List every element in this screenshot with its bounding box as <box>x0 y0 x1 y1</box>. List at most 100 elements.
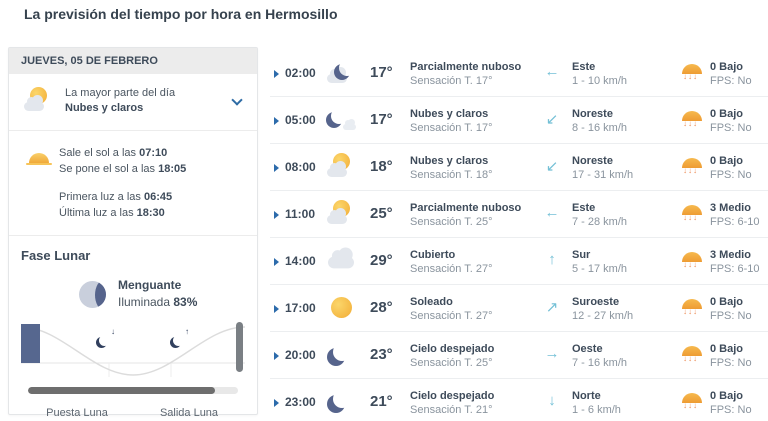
sunset-time: 18:05 <box>158 163 187 175</box>
wind-direction-arrow-icon: ↗ <box>545 299 559 316</box>
forecast-row[interactable]: 05:00 17° Nubes y claros Sensación T. 17… <box>270 97 768 144</box>
weather-condition-icon <box>324 152 358 182</box>
row-time: 08:00 <box>285 160 316 174</box>
lastlight-label: Última luz a las <box>59 207 134 219</box>
moonset-label: Puesta Luna <box>46 407 108 419</box>
day-summary-toggle[interactable]: La mayor parte del día Nubes y claros <box>9 74 257 131</box>
forecast-row[interactable]: 02:00 17° Parcialmente nuboso Sensación … <box>270 50 768 97</box>
expand-caret-icon[interactable] <box>274 258 279 266</box>
lastlight-time: 18:30 <box>136 207 165 219</box>
wind-direction-text: Norte <box>572 390 601 402</box>
uv-index-icon: ↓↓↓ <box>682 251 704 271</box>
fps-text: FPS: No <box>710 310 752 322</box>
weather-condition-icon <box>324 293 358 323</box>
chevron-down-icon[interactable] <box>231 94 243 106</box>
uv-level-text: 3 Medio <box>710 202 751 214</box>
hourly-forecast-list: 02:00 17° Parcialmente nuboso Sensación … <box>270 50 768 421</box>
fps-text: FPS: No <box>710 122 752 134</box>
forecast-row[interactable]: 20:00 23° Cielo despejado Sensación T. 2… <box>270 332 768 379</box>
uv-dome-icon <box>682 346 702 356</box>
expand-caret-icon[interactable] <box>274 70 279 78</box>
moon-scroll-handle[interactable] <box>236 322 243 372</box>
moon-progress-track[interactable] <box>28 387 238 394</box>
row-temperature: 23° <box>370 346 393 363</box>
uv-rays-icon: ↓↓↓ <box>683 401 698 410</box>
expand-caret-icon[interactable] <box>274 211 279 219</box>
row-temperature: 25° <box>370 205 393 222</box>
expand-caret-icon[interactable] <box>274 164 279 172</box>
uv-level-text: 0 Bajo <box>710 61 744 73</box>
wind-speed-text: 1 - 6 km/h <box>572 404 621 416</box>
moon-phase-info: Menguante Iluminada 83% <box>79 277 245 311</box>
fps-text: FPS: No <box>710 169 752 181</box>
forecast-row[interactable]: 14:00 29° Cubierto Sensación T. 27° ↑ Su… <box>270 238 768 285</box>
row-uv: 0 Bajo FPS: No <box>710 60 752 88</box>
forecast-row[interactable]: 08:00 18° Nubes y claros Sensación T. 18… <box>270 144 768 191</box>
expand-caret-icon[interactable] <box>274 352 279 360</box>
sunrise-time: 07:10 <box>139 147 168 159</box>
row-time: 05:00 <box>285 113 316 127</box>
expand-caret-icon[interactable] <box>274 117 279 125</box>
uv-index-icon: ↓↓↓ <box>682 157 704 177</box>
summary-line1: La mayor parte del día <box>65 87 176 99</box>
condition-text: Parcialmente nuboso <box>410 61 522 73</box>
moon-phase-name: Menguante <box>118 278 182 292</box>
uv-dome-icon <box>682 252 702 262</box>
fps-text: FPS: No <box>710 75 752 87</box>
row-condition: Parcialmente nuboso Sensación T. 17° <box>410 60 521 88</box>
moonset-block: Puesta Luna 09:22 <box>21 406 133 421</box>
forecast-row[interactable]: 11:00 25° Parcialmente nuboso Sensación … <box>270 191 768 238</box>
row-uv: 0 Bajo FPS: No <box>710 342 752 370</box>
weather-condition-icon <box>324 387 358 417</box>
fps-text: FPS: 6-10 <box>710 216 760 228</box>
row-uv: 0 Bajo FPS: No <box>710 154 752 182</box>
moon-path-chart: ↓ ↑ <box>21 321 245 379</box>
moonrise-icon: ↑ <box>171 327 197 347</box>
row-time: 02:00 <box>285 66 316 80</box>
sun-cloud-icon <box>21 86 55 116</box>
condition-text: Cubierto <box>410 249 456 261</box>
sunset-label: Se pone el sol a las <box>59 163 156 175</box>
sunrise-icon <box>26 153 52 165</box>
uv-level-text: 0 Bajo <box>710 343 744 355</box>
firstlight-label: Primera luz a las <box>59 191 141 203</box>
uv-dome-icon <box>682 111 702 121</box>
expand-caret-icon[interactable] <box>274 399 279 407</box>
wind-speed-text: 7 - 28 km/h <box>572 216 628 228</box>
forecast-row[interactable]: 17:00 28° Soleado Sensación T. 27° ↗ Sur… <box>270 285 768 332</box>
expand-caret-icon[interactable] <box>274 305 279 313</box>
forecast-row[interactable]: 23:00 21° Cielo despejado Sensación T. 2… <box>270 379 768 421</box>
moon-phase-icon <box>79 280 106 308</box>
wind-direction-arrow-icon: ↑ <box>548 251 556 268</box>
row-wind: Noreste 8 - 16 km/h <box>572 107 627 135</box>
uv-dome-icon <box>682 64 702 74</box>
light-times-block: Primera luz a las 06:45 Última luz a las… <box>59 189 245 221</box>
moon-times: Puesta Luna 09:22 Salida Luna 22:07 <box>21 406 245 421</box>
uv-level-text: 3 Medio <box>710 249 751 261</box>
arrow-down-icon: ↓ <box>111 327 115 336</box>
row-time: 14:00 <box>285 254 316 268</box>
uv-dome-icon <box>682 299 702 309</box>
small-cloud-icon <box>343 119 356 130</box>
feels-like-text: Sensación T. 27° <box>410 310 493 322</box>
day-summary-card: JUEVES, 05 DE FEBRERO La mayor parte del… <box>8 47 258 419</box>
moon-progress-fill <box>28 387 215 394</box>
row-time: 17:00 <box>285 301 316 315</box>
feels-like-text: Sensación T. 18° <box>410 169 493 181</box>
crescent-icon <box>99 335 110 346</box>
moonrise-block: Salida Luna 22:07 <box>133 406 245 421</box>
moon-illumination-value: 83% <box>173 295 198 309</box>
wind-direction-text: Noreste <box>572 108 613 120</box>
moon-above-horizon-bar <box>21 324 40 363</box>
row-uv: 0 Bajo FPS: No <box>710 295 752 323</box>
cloud-icon <box>327 208 347 224</box>
row-wind: Oeste 7 - 16 km/h <box>572 342 627 370</box>
uv-index-icon: ↓↓↓ <box>682 110 704 130</box>
wind-direction-text: Noreste <box>572 155 613 167</box>
summary-line2: Nubes y claros <box>65 102 144 114</box>
feels-like-text: Sensación T. 25° <box>410 357 493 369</box>
row-condition: Parcialmente nuboso Sensación T. 25° <box>410 201 521 229</box>
wind-speed-text: 7 - 16 km/h <box>572 357 628 369</box>
moonset-icon: ↓ <box>97 327 123 347</box>
row-temperature: 18° <box>370 158 393 175</box>
